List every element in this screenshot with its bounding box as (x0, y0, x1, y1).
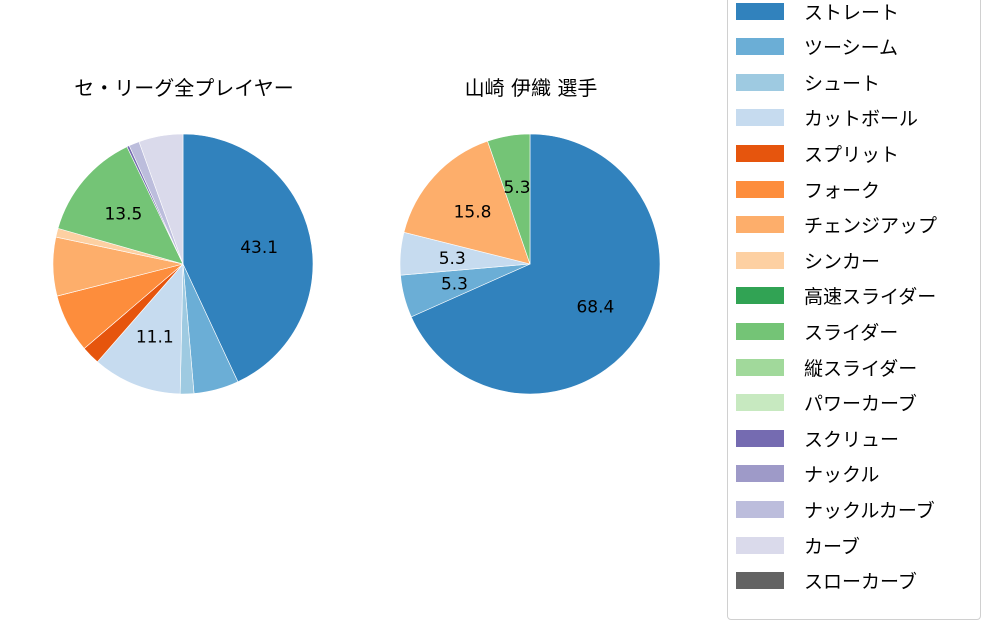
legend-label: チェンジアップ (804, 215, 938, 238)
slice-value-label: 68.4 (576, 297, 614, 317)
pie-slice (410, 133, 661, 395)
legend-label: 縦スライダー (804, 357, 918, 380)
legend-label: ツーシーム (804, 37, 899, 60)
legend-item: スクリュー (736, 426, 900, 451)
slice-value-label: 13.5 (104, 205, 142, 225)
slice-value-label: 5.3 (441, 274, 468, 294)
legend-swatch (736, 144, 784, 162)
legend-label: スローカーブ (804, 571, 917, 594)
legend-swatch (736, 358, 784, 376)
legend-item: カットボール (736, 106, 918, 130)
legend-item: ナックル (736, 462, 879, 486)
legend-item: スプリット (736, 141, 900, 166)
legend-swatch (736, 38, 784, 56)
legend-item: パワーカーブ (736, 391, 917, 415)
legend-label: スライダー (804, 321, 899, 344)
legend-swatch (736, 73, 784, 91)
legend-label: スプリット (804, 143, 900, 166)
legend-swatch (736, 394, 784, 412)
left-chart-title: セ・リーグ全プレイヤー (74, 76, 294, 100)
slice-value-label: 11.1 (136, 328, 174, 348)
legend-label: カーブ (804, 535, 860, 558)
legend-item: シュート (736, 70, 881, 95)
legend-swatch (736, 180, 784, 198)
pie-player: 68.4 5.3 5.3 15.8 5.3 (399, 133, 661, 395)
legend-swatch (736, 429, 784, 447)
pie-slice (96, 263, 184, 395)
legend-swatch (736, 322, 784, 340)
legend-swatch (736, 216, 784, 234)
legend-item: ストレート (736, 0, 900, 24)
legend-swatch (736, 536, 784, 554)
legend-item: ナックルカーブ (736, 497, 935, 522)
legend-swatch (736, 251, 784, 269)
slice-value-label: 5.3 (504, 178, 531, 198)
legend-item: 縦スライダー (736, 355, 918, 380)
legend: ストレートツーシームシュートカットボール スプリットフォークチェンジアップ シンカー… (727, 0, 981, 620)
legend-label: シンカー (804, 250, 881, 273)
legend-item: シンカー (736, 248, 881, 273)
pie-slice (57, 146, 184, 265)
legend-label: 高速スライダー (804, 286, 937, 309)
legend-swatch (736, 109, 784, 127)
legend-label: カットボール (804, 108, 919, 131)
legend-label: ナックル (804, 464, 880, 487)
pie-slice (182, 133, 314, 383)
slice-value-label: 15.8 (454, 202, 492, 222)
legend-swatch (736, 500, 784, 518)
pie-slice (138, 133, 184, 265)
legend-item: スライダー (736, 319, 899, 344)
pie-charts: 43.1 11.1 13.5 68.4 5.3 5.3 15.8 5.3 (52, 133, 661, 395)
pie-slice (487, 133, 531, 265)
legend-item: スローカーブ (736, 569, 917, 593)
legend-swatch (736, 572, 784, 590)
slice-value-label: 43.1 (240, 238, 278, 258)
slice-value-label: 5.3 (439, 249, 466, 269)
pie-slice (403, 140, 531, 265)
legend-swatch (736, 465, 784, 483)
legend-item: ツーシーム (736, 35, 898, 59)
legend-label: パワーカーブ (804, 393, 917, 416)
legend-label: フォーク (804, 179, 881, 202)
legend-label: ナックルカーブ (804, 499, 935, 522)
legend-label: シュート (804, 72, 881, 95)
legend-label: スクリュー (804, 428, 900, 451)
legend-item: チェンジアップ (736, 213, 937, 237)
legend-swatch (736, 2, 784, 20)
pie-league: 43.1 11.1 13.5 (52, 133, 314, 395)
legend-item: 高速スライダー (736, 284, 936, 308)
legend-label: ストレート (804, 1, 900, 24)
legend-item: カーブ (736, 533, 860, 558)
legend-swatch (736, 287, 784, 305)
legend-item: フォーク (736, 177, 881, 202)
right-chart-title: 山崎 伊織 選手 (464, 76, 598, 100)
